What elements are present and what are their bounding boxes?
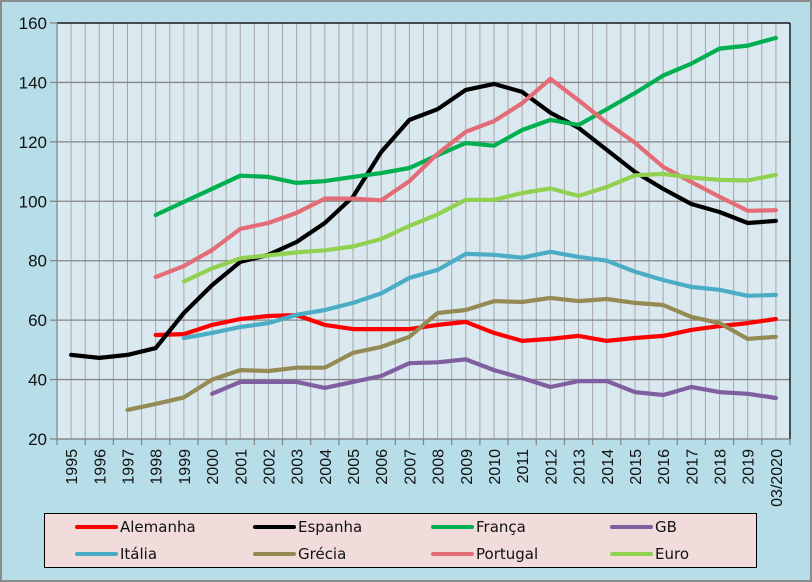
legend-swatch <box>253 552 296 556</box>
x-tick-label: 1997 <box>120 449 137 485</box>
y-tick-label: 40 <box>28 371 47 390</box>
legend-swatch <box>610 552 653 556</box>
x-tick-label: 2009 <box>459 449 476 485</box>
legend-swatch <box>75 525 118 529</box>
x-tick-label: 2013 <box>572 449 589 485</box>
x-tick-label: 2012 <box>543 449 560 485</box>
x-tick-label: 2010 <box>487 449 504 485</box>
legend-item-grecia: Grécia <box>253 545 346 563</box>
legend-swatch <box>253 525 296 529</box>
x-tick-label: 1999 <box>177 449 194 485</box>
x-tick-label: 2014 <box>600 449 617 485</box>
y-tick-label: 80 <box>28 252 47 271</box>
legend-swatch <box>431 552 474 556</box>
y-tick-label: 60 <box>28 311 47 330</box>
legend-item-alemanha: Alemanha <box>75 518 196 536</box>
x-tick-label: 1995 <box>64 449 81 485</box>
y-tick-label: 160 <box>19 14 47 33</box>
legend-label: Espanha <box>298 518 363 536</box>
legend-item-portugal: Portugal <box>431 545 538 563</box>
series-line-portugal <box>153 76 778 280</box>
y-tick-label: 140 <box>19 73 47 92</box>
legend-item-gb: GB <box>610 518 677 536</box>
x-tick-label: 2007 <box>402 449 419 485</box>
legend-item-franca: França <box>431 518 526 536</box>
series-line-alemanha <box>153 313 778 343</box>
series-line-gb <box>210 357 778 401</box>
x-tick-label: 2015 <box>628 449 645 485</box>
legend-label: Grécia <box>298 545 347 563</box>
series-line-italia <box>181 249 778 341</box>
gridlines <box>57 22 790 440</box>
x-tick-label: 2002 <box>261 449 278 485</box>
x-tick-label: 03/2020 <box>769 449 786 507</box>
x-tick-label: 2005 <box>346 449 363 485</box>
x-tick-label: 2001 <box>233 449 250 485</box>
x-tick-label: 2004 <box>318 449 335 485</box>
x-tick-label: 2019 <box>741 449 758 485</box>
y-tick-labels: 20 40 60 80 100 120 140 160 <box>19 14 47 449</box>
x-tick-label: 1996 <box>92 449 109 485</box>
legend: Alemanha Espanha França GB Itália Grécia… <box>44 513 757 568</box>
legend-swatch <box>431 525 474 529</box>
legend-item-espanha: Espanha <box>253 518 362 536</box>
legend-label: Alemanha <box>120 518 196 536</box>
legend-item-italia: Itália <box>75 545 157 563</box>
series-line-grecia <box>125 295 778 412</box>
legend-label: França <box>476 518 526 536</box>
x-tick-label: 2006 <box>374 449 391 485</box>
x-tick-label: 2011 <box>515 449 532 484</box>
legend-label: Itália <box>120 545 158 563</box>
y-tick-label: 20 <box>28 430 47 449</box>
series-line-franca <box>153 35 778 218</box>
legend-swatch <box>610 525 653 529</box>
series-line-espanha <box>69 81 778 360</box>
y-tick-label: 100 <box>19 192 47 211</box>
x-tick-label: 2017 <box>684 449 701 485</box>
legend-label: GB <box>655 518 677 536</box>
x-tick-label: 2018 <box>713 449 730 485</box>
y-tick-label: 120 <box>19 133 47 152</box>
legend-item-euro: Euro <box>610 545 689 563</box>
x-tick-labels: 1995 1996 1997 1998 1999 2000 2001 2002 2003 2004… <box>64 449 786 507</box>
x-tick-label: 1998 <box>149 449 166 485</box>
axes <box>50 22 791 445</box>
x-tick-label: 2016 <box>656 449 673 485</box>
x-tick-label: 2003 <box>290 449 307 485</box>
legend-label: Euro <box>655 545 689 563</box>
legend-swatch <box>75 552 118 556</box>
series-lines <box>69 35 778 412</box>
series-line-euro <box>181 171 778 284</box>
x-tick-label: 2008 <box>431 449 448 485</box>
legend-label: Portugal <box>476 545 539 563</box>
x-tick-label: 2000 <box>205 449 222 485</box>
